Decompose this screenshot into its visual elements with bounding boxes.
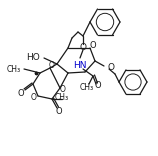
Text: O: O <box>95 81 101 90</box>
Text: O: O <box>49 61 55 70</box>
Text: CH₃: CH₃ <box>7 64 21 73</box>
Text: HO: HO <box>26 54 40 63</box>
Text: O: O <box>79 42 86 51</box>
Text: O: O <box>31 93 37 102</box>
Text: O: O <box>107 63 114 73</box>
Text: O: O <box>60 85 66 95</box>
Text: CH₃: CH₃ <box>80 83 94 93</box>
Text: O: O <box>90 41 96 51</box>
Text: O: O <box>56 107 62 115</box>
Text: HN: HN <box>73 61 87 71</box>
Text: CH₃: CH₃ <box>55 93 69 102</box>
Text: O: O <box>18 88 24 98</box>
